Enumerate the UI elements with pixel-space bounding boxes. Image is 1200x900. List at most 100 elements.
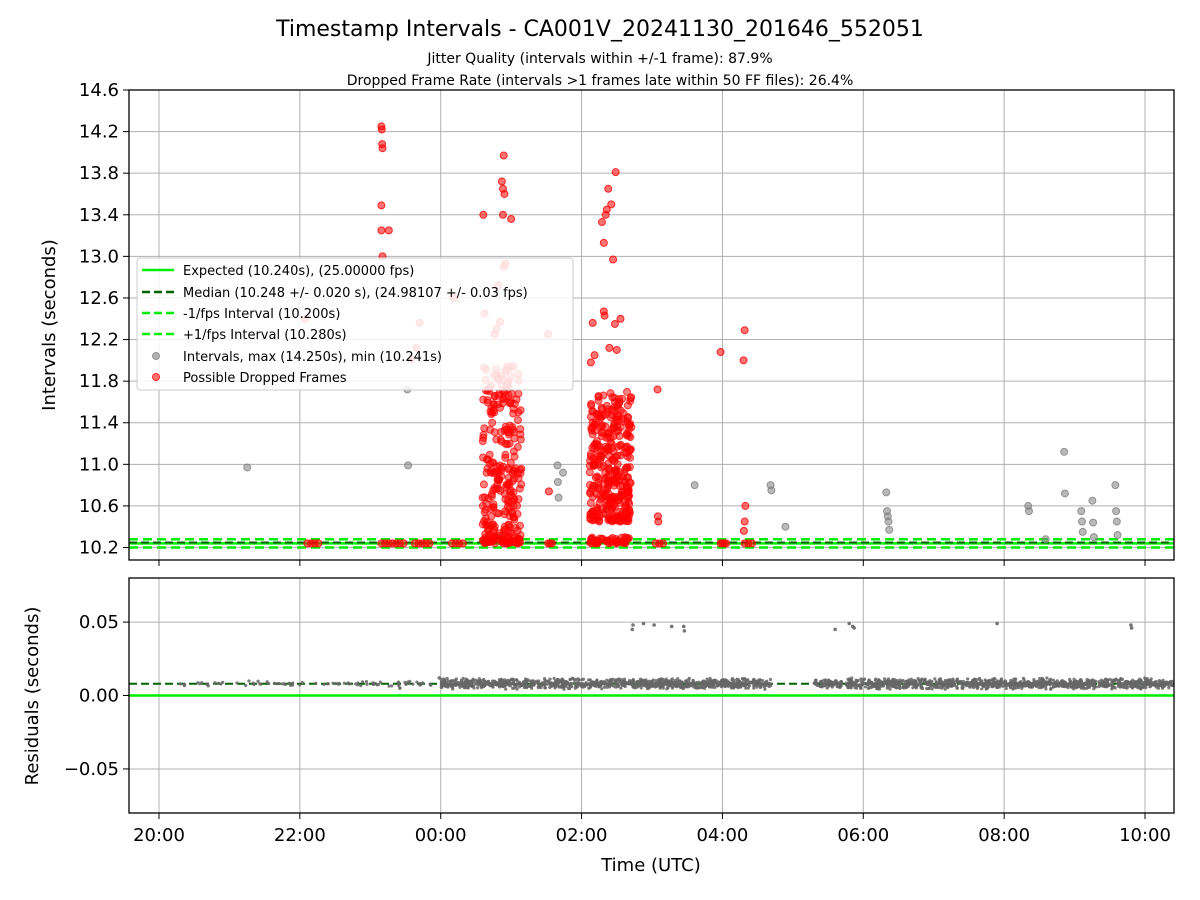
dropped-frame-point <box>622 514 631 523</box>
residual-point <box>331 681 335 685</box>
residual-point <box>878 684 883 688</box>
residual-point <box>465 678 469 682</box>
residual-point <box>830 684 834 688</box>
residual-point <box>609 678 614 682</box>
residual-point <box>707 683 711 687</box>
residual-point <box>583 684 587 688</box>
dropped-frame-point <box>513 416 522 425</box>
dropped-frame-point <box>741 501 750 510</box>
dropped-frame-point <box>604 459 613 468</box>
residual-point <box>972 682 977 686</box>
residual-point <box>1004 686 1008 691</box>
residual-point <box>827 678 831 682</box>
residual-point <box>360 680 365 684</box>
dropped-frame-point <box>458 539 467 548</box>
residual-point <box>552 676 556 680</box>
residual-point <box>752 684 756 688</box>
residuals-y-tick-label: −0.05 <box>64 759 119 780</box>
residual-point <box>256 679 260 683</box>
dropped-frame-point <box>509 488 518 497</box>
interval-point <box>554 493 563 502</box>
intervals-y-tick-label: 11.0 <box>79 454 119 475</box>
residual-point <box>396 680 401 685</box>
dropped-frame-point <box>488 418 497 427</box>
residual-point <box>549 685 553 689</box>
residual-point <box>833 681 838 685</box>
residual-point <box>735 677 739 681</box>
residual-point <box>892 677 897 682</box>
residual-point <box>1052 681 1056 685</box>
dropped-frame-point <box>478 520 487 529</box>
residual-point <box>348 682 352 686</box>
legend-label-intervals: Intervals, max (14.250s), min (10.241s) <box>183 350 442 365</box>
residual-point <box>732 684 736 688</box>
residual-point <box>259 682 263 686</box>
residual-point <box>562 687 566 691</box>
dropped-frame-point <box>610 319 619 328</box>
dropped-frame-point <box>604 443 613 452</box>
dropped-frame-point <box>610 393 619 402</box>
residual-point <box>1072 680 1076 684</box>
residual-point <box>398 686 402 690</box>
dropped-frame-point <box>489 469 498 478</box>
residual-point <box>996 685 1000 690</box>
residual-point <box>622 679 627 683</box>
residual-point <box>481 681 485 686</box>
residual-point <box>728 682 732 686</box>
residual-point <box>980 679 984 683</box>
interval-point <box>884 517 893 526</box>
dropped-frame-point <box>622 431 631 440</box>
residual-point <box>894 682 898 686</box>
residual-point <box>469 679 473 683</box>
residual-point <box>469 683 474 688</box>
residual-point <box>935 683 939 687</box>
residual-point <box>538 685 542 689</box>
residual-point <box>869 685 873 690</box>
residual-point <box>974 678 979 682</box>
residual-point <box>740 681 744 685</box>
residual-point <box>476 686 480 690</box>
residual-point <box>615 679 619 683</box>
residual-point <box>570 676 575 680</box>
residual-point <box>897 686 901 690</box>
residual-point <box>976 681 980 685</box>
residual-point <box>507 680 511 684</box>
residual-point <box>952 683 956 687</box>
dropped-frame-point <box>608 411 617 420</box>
dropped-frame-point <box>654 517 663 526</box>
dropped-frame-point <box>497 177 506 186</box>
residual-point <box>1012 681 1016 685</box>
dropped-frame-point <box>589 481 598 490</box>
residual-point <box>1136 686 1140 690</box>
residual-point <box>1022 678 1026 682</box>
intervals-y-tick-label: 11.8 <box>79 371 119 392</box>
residual-point <box>821 681 825 686</box>
dropped-frame-point <box>626 453 635 462</box>
interval-point <box>882 488 891 497</box>
residual-point <box>928 679 932 683</box>
residual-point <box>372 682 376 686</box>
residual-point <box>634 684 638 688</box>
residual-point <box>1018 681 1022 685</box>
dropped-frame-point <box>503 502 512 511</box>
legend-marker-intervals <box>152 352 160 360</box>
dropped-frame-point <box>490 483 499 492</box>
residual-point <box>1146 679 1151 684</box>
residual-point <box>420 681 425 685</box>
interval-point <box>1077 517 1086 526</box>
residual-point <box>1049 687 1053 691</box>
residual-point <box>682 629 687 633</box>
residual-point <box>754 679 758 683</box>
residual-point <box>950 681 954 685</box>
dropped-frame-point <box>608 512 617 521</box>
residual-point <box>980 687 984 691</box>
residual-point <box>1144 685 1148 690</box>
dropped-frame-point <box>510 533 519 542</box>
residual-point <box>515 678 519 682</box>
residual-point <box>966 677 970 681</box>
residual-point <box>472 684 476 688</box>
dropped-frame-point <box>486 425 495 434</box>
residual-point <box>984 687 988 691</box>
residual-point <box>504 687 508 691</box>
residual-point <box>911 686 915 690</box>
